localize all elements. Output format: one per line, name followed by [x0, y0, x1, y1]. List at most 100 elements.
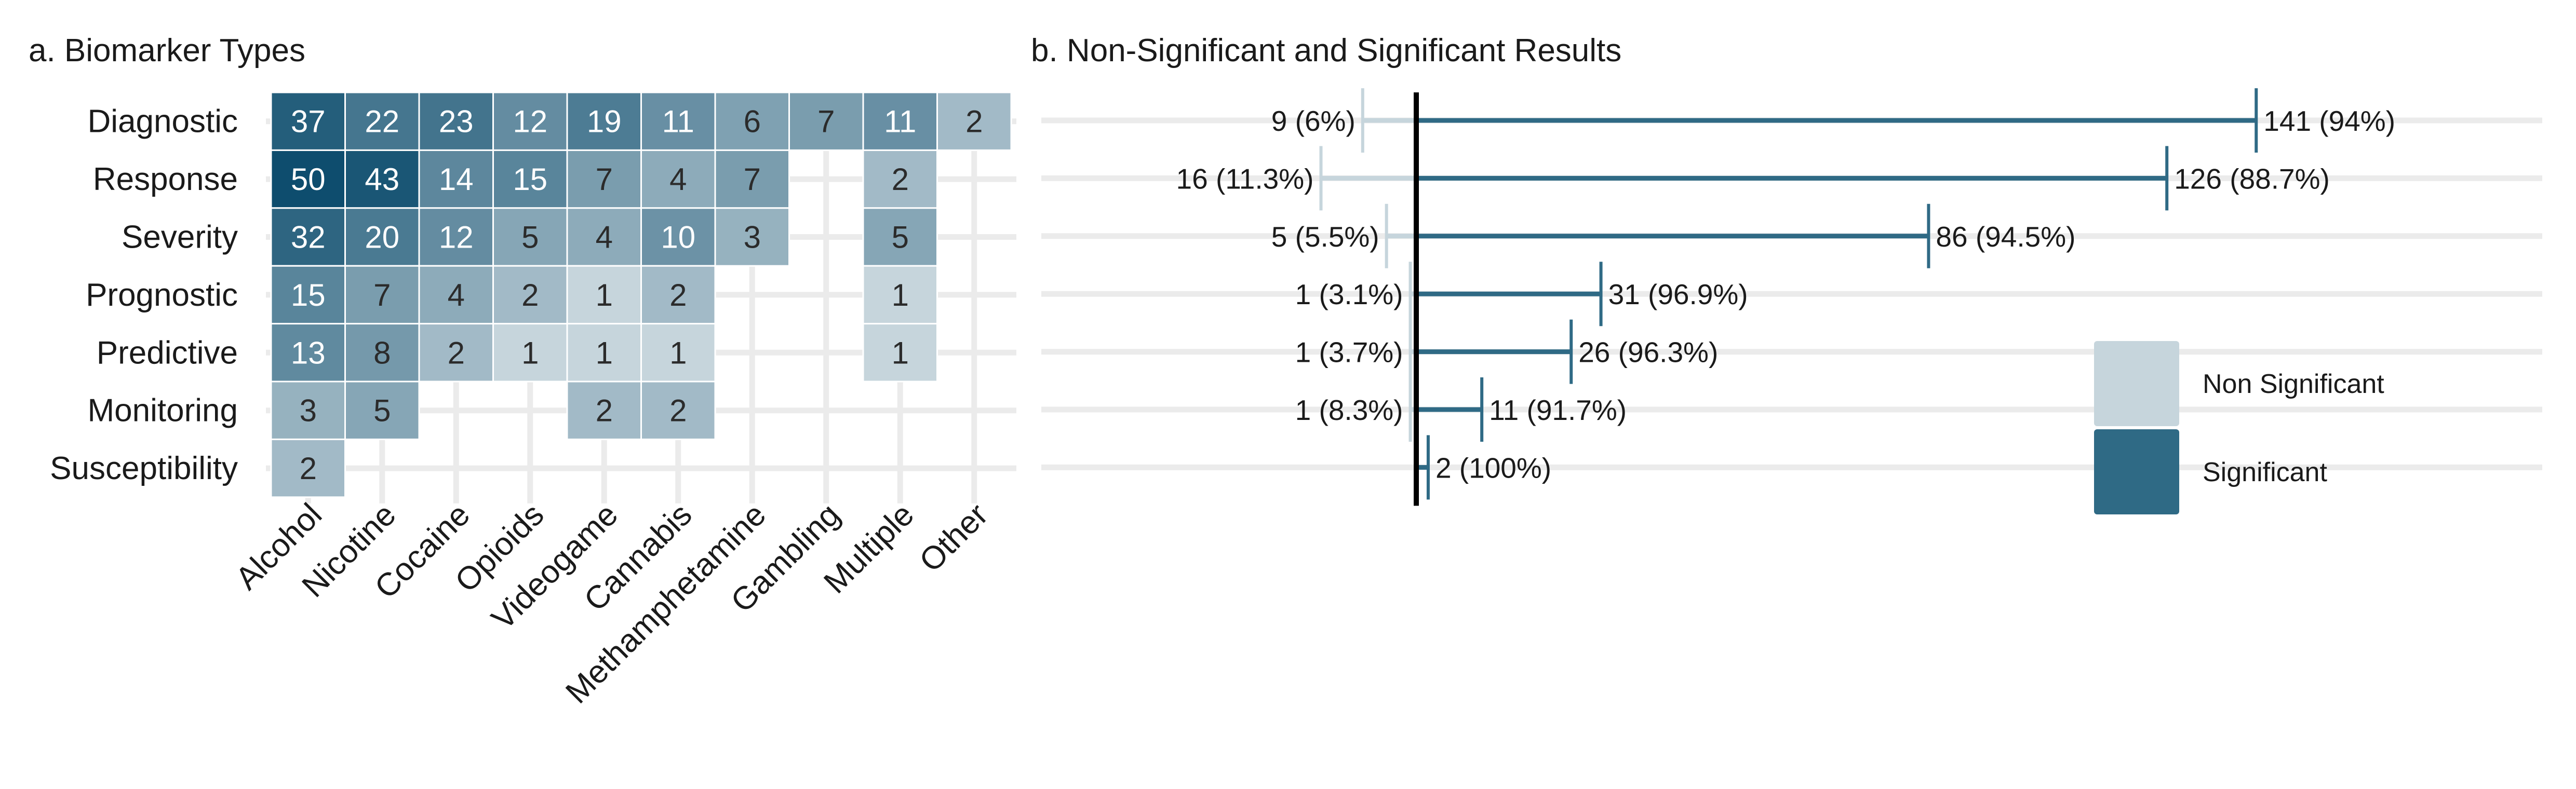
- heatmap-value-label: 32: [291, 220, 326, 255]
- data-label-nonsignificant-predictive: 1 (3.7%): [1295, 336, 1403, 369]
- heatmap-value-label: 1: [892, 335, 909, 370]
- heatmap-value-label: 20: [365, 220, 399, 255]
- row-label-susceptibility: Susceptibility: [50, 451, 238, 486]
- data-label-significant-diagnostic: 141 (94%): [2263, 105, 2395, 137]
- heatmap-cell-severity-methamphetamine: [714, 207, 790, 267]
- heatmap-value-label: 4: [448, 278, 465, 312]
- heatmap-cell-predictive-cannabis: [640, 323, 716, 383]
- heatmap-cell-susceptibility-alcohol: [270, 438, 346, 498]
- row-label-prognostic: Prognostic: [86, 277, 238, 313]
- heatmap-value-label: 3: [744, 220, 761, 255]
- heatmap-column-labels: AlcoholNicotineCocaineOpioidsVideogameCa…: [229, 497, 995, 711]
- heatmap-value-label: 2: [669, 393, 687, 428]
- heatmap-value-label: 7: [373, 278, 391, 312]
- heatmap-cell-prognostic-videogame: [566, 265, 642, 325]
- heatmap-value-label: 7: [744, 162, 761, 197]
- data-label-nonsignificant-monitoring: 1 (8.3%): [1295, 394, 1403, 426]
- data-label-significant-susceptibility: 2 (100%): [1435, 452, 1551, 484]
- data-label-significant-predictive: 26 (96.3%): [1578, 336, 1718, 369]
- heatmap-value-label: 1: [596, 278, 613, 312]
- legend-label-non-significant: Non Significant: [2203, 369, 2384, 399]
- heatmap-value-label: 7: [596, 162, 613, 197]
- row-label-diagnostic: Diagnostic: [88, 104, 238, 140]
- row-label-predictive: Predictive: [97, 335, 238, 371]
- heatmap-value-label: 23: [439, 104, 474, 139]
- heatmap-value-label: 1: [669, 335, 687, 370]
- heatmap-value-label: 8: [373, 335, 391, 370]
- heatmap-value-label: 10: [661, 220, 695, 255]
- heatmap-value-label: 15: [513, 162, 547, 197]
- heatmap-cell-diagnostic-nicotine: [344, 91, 420, 151]
- legend-label-significant: Significant: [2203, 457, 2327, 487]
- heatmap-cell-predictive-videogame: [566, 323, 642, 383]
- heatmap-cell-diagnostic-alcohol: [270, 91, 346, 151]
- heatmap-value-label: 37: [291, 104, 326, 139]
- heatmap-value-label: 14: [439, 162, 474, 197]
- heatmap-cell-monitoring-alcohol: [270, 380, 346, 440]
- heatmap-cell-diagnostic-gambling: [788, 91, 864, 151]
- heatmap-value-label: 11: [662, 104, 694, 139]
- heatmap-value-label: 2: [892, 162, 909, 197]
- data-label-nonsignificant-severity: 5 (5.5%): [1271, 221, 1379, 253]
- heatmap-value-label: 13: [291, 335, 326, 370]
- bar-data-labels: 9 (6%) 141 (94%) 16 (11.3%) 126 (88.7%) 5 (5…: [1176, 105, 2396, 484]
- data-label-nonsignificant-diagnostic: 9 (6%): [1271, 105, 1356, 137]
- heatmap-cell-response-cannabis: [640, 149, 716, 209]
- heatmap-value-label: 5: [373, 393, 391, 428]
- heatmap-value-label: 1: [892, 278, 909, 312]
- legend-swatch-non-significant: [2094, 341, 2179, 426]
- heatmap-value-label: 43: [365, 162, 399, 197]
- panel-a-title: a. Biomarker Types: [29, 33, 305, 69]
- heatmap-value-label: 2: [300, 451, 317, 486]
- heatmap-cell-diagnostic-cocaine: [418, 91, 494, 151]
- heatmap-cell-predictive-multiple: [862, 323, 938, 383]
- legend-swatch-significant: [2094, 429, 2179, 514]
- heatmap-cell-prognostic-alcohol: [270, 265, 346, 325]
- heatmap-value-label: 5: [892, 220, 909, 255]
- heatmap-cell-predictive-opioids: [492, 323, 568, 383]
- heatmap-cell-predictive-alcohol: [270, 323, 346, 383]
- panel-a-heatmap: a. Biomarker Types 37 22 23 12 19 11 6 7 11 250 43…: [29, 33, 1016, 711]
- heatmap-value-label: 4: [596, 220, 613, 255]
- heatmap-cell-response-nicotine: [344, 149, 420, 209]
- heatmap-row-labels: Diagnostic Response Severity Prognostic Pred…: [50, 104, 238, 486]
- heatmap-cell-prognostic-nicotine: [344, 265, 420, 325]
- heatmap-value-label: 12: [439, 220, 474, 255]
- heatmap-cell-diagnostic-other: [936, 91, 1012, 151]
- heatmap-cell-monitoring-cannabis: [640, 380, 716, 440]
- heatmap-value-label: 2: [448, 335, 465, 370]
- heatmap-value-label: 5: [521, 220, 539, 255]
- heatmap-cell-prognostic-opioids: [492, 265, 568, 325]
- row-label-response: Response: [93, 161, 238, 197]
- heatmap-cell-monitoring-videogame: [566, 380, 642, 440]
- row-label-monitoring: Monitoring: [88, 393, 238, 429]
- data-label-significant-response: 126 (88.7%): [2174, 162, 2330, 195]
- heatmap-cell-severity-videogame: [566, 207, 642, 267]
- data-label-nonsignificant-response: 16 (11.3%): [1176, 162, 1314, 195]
- heatmap-value-label: 3: [300, 393, 317, 428]
- data-label-nonsignificant-prognostic: 1 (3.1%): [1295, 278, 1403, 310]
- heatmap-cell-monitoring-nicotine: [344, 380, 420, 440]
- data-label-significant-monitoring: 11 (91.7%): [1489, 394, 1627, 426]
- heatmap-value-label: 4: [669, 162, 687, 197]
- legend: Non Significant Significant: [2094, 341, 2384, 514]
- heatmap-value-label: 2: [596, 393, 613, 428]
- heatmap-value-label: 7: [817, 104, 835, 139]
- heatmap-value-label: 1: [521, 335, 539, 370]
- column-label-other: Other: [913, 497, 995, 579]
- heatmap-cells: 37 22 23 12 19 11 6 7 11 250 43 14 15 7 4 7 232 20 12 5 4 10 3…: [270, 91, 1012, 498]
- heatmap-value-label: 22: [365, 104, 399, 139]
- heatmap-value-label: 2: [965, 104, 983, 139]
- heatmap-cell-severity-cocaine: [418, 207, 494, 267]
- panel-b-bars: b. Non-Significant and Significant Resul…: [1031, 33, 2542, 514]
- heatmap-value-label: 11: [884, 104, 916, 139]
- heatmap-value-label: 15: [291, 278, 326, 312]
- heatmap-cell-diagnostic-methamphetamine: [714, 91, 790, 151]
- heatmap-cell-diagnostic-cannabis: [640, 91, 716, 151]
- heatmap-cell-severity-opioids: [492, 207, 568, 267]
- heatmap-value-label: 12: [513, 104, 547, 139]
- bar-series: [1319, 88, 2258, 506]
- panel-b-title: b. Non-Significant and Significant Resul…: [1031, 33, 1621, 69]
- heatmap-value-label: 2: [521, 278, 539, 312]
